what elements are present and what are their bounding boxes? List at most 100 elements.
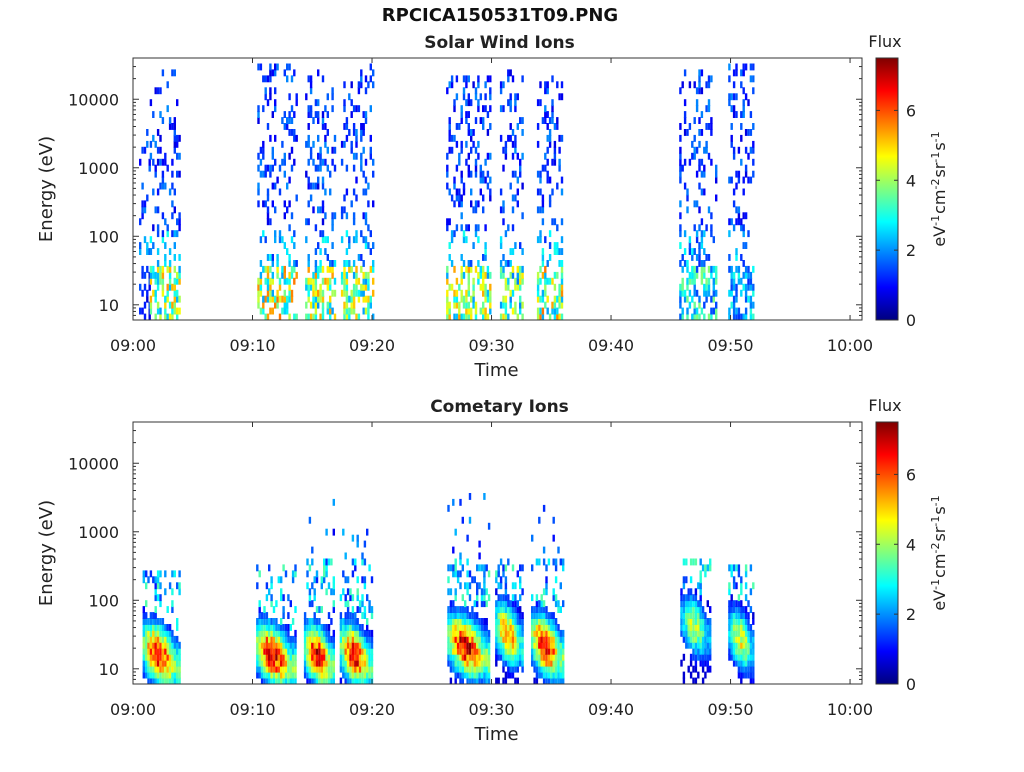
flux-cell (448, 117, 451, 124)
flux-cell (700, 307, 704, 315)
flux-cell (331, 146, 334, 154)
flux-cell (164, 624, 167, 631)
flux-cell (166, 295, 169, 303)
flux-cell (356, 618, 359, 625)
flux-cell (699, 612, 702, 619)
flux-cell (147, 618, 150, 625)
flux-cell (531, 653, 534, 661)
flux-cell (471, 641, 474, 649)
flux-cell (495, 618, 498, 625)
flux-cell (559, 582, 562, 590)
flux-cell (317, 176, 320, 184)
flux-cell (271, 146, 274, 154)
flux-cell (692, 641, 695, 649)
flux-cell (707, 123, 711, 130)
flux-cell (159, 265, 162, 273)
flux-cell (164, 152, 167, 160)
flux-cell (744, 313, 748, 321)
flux-cell (178, 677, 181, 685)
flux-cell (447, 588, 450, 596)
flux-cell (294, 671, 297, 679)
flux-cell (458, 200, 461, 208)
flux-cell (161, 635, 165, 643)
flux-cell (329, 188, 332, 196)
flux-cell (730, 176, 733, 184)
flux-cell (272, 629, 276, 637)
flux-cell (330, 618, 333, 625)
flux-cell (259, 277, 263, 285)
flux-cell (685, 624, 688, 631)
flux-cell (489, 93, 492, 101)
flux-cell (562, 671, 565, 679)
flux-cell (478, 647, 481, 655)
flux-cell (358, 659, 362, 667)
flux-cell (545, 629, 548, 637)
flux-cell (480, 677, 484, 685)
flux-cell (497, 647, 500, 655)
flux-cell (456, 612, 460, 619)
flux-cell (682, 612, 686, 619)
flux-cell (509, 635, 512, 643)
flux-cell (372, 242, 375, 249)
flux-cell (509, 624, 512, 631)
flux-cell (514, 624, 517, 631)
flux-cell (288, 295, 291, 303)
flux-cell (303, 641, 307, 649)
flux-cell (332, 582, 335, 590)
flux-cell (363, 653, 367, 661)
flux-cell (533, 612, 536, 619)
flux-cell (507, 641, 510, 649)
flux-cell (742, 99, 745, 107)
flux-cell (460, 224, 463, 232)
flux-cell (455, 188, 459, 196)
flux-cell (313, 641, 316, 649)
flux-cell (370, 653, 374, 661)
flux-cell (489, 289, 492, 297)
flux-cell (553, 301, 557, 309)
flux-cell (293, 134, 296, 142)
flux-cell (685, 612, 688, 619)
flux-cell (369, 105, 372, 113)
flux-cell (519, 606, 522, 613)
flux-cell (732, 600, 736, 608)
flux-cell (462, 236, 466, 244)
flux-cell (345, 283, 349, 291)
flux-cell (262, 200, 265, 208)
flux-cell (149, 677, 153, 685)
flux-cell (514, 653, 517, 661)
flux-cell (465, 265, 468, 273)
flux-cell (263, 671, 266, 679)
flux-cell (691, 295, 694, 303)
flux-cell (317, 117, 320, 124)
flux-cell (149, 570, 153, 578)
flux-cell (744, 271, 748, 279)
flux-cell (306, 624, 309, 631)
flux-cell (176, 277, 179, 285)
flux-cell (541, 289, 545, 297)
flux-cell (320, 629, 323, 637)
flux-cell (740, 665, 743, 673)
flux-cell (271, 254, 274, 261)
flux-cell (154, 170, 157, 178)
flux-cell (514, 99, 517, 107)
flux-cell (305, 236, 308, 244)
flux-cell (159, 594, 162, 602)
flux-cell (552, 653, 555, 661)
flux-cell (740, 612, 743, 619)
flux-cell (511, 624, 515, 631)
flux-cell (477, 105, 480, 113)
flux-cell (484, 158, 487, 166)
flux-cell (558, 313, 561, 321)
flux-cell (369, 301, 372, 309)
flux-cell (693, 117, 696, 124)
flux-cell (480, 600, 484, 608)
flux-cell (480, 659, 484, 667)
flux-cell (698, 140, 701, 148)
flux-cell (168, 582, 172, 590)
flux-cell (454, 629, 457, 637)
flux-cell (166, 105, 169, 113)
flux-cell (257, 182, 260, 190)
flux-cell (311, 629, 314, 637)
flux-cell (715, 313, 718, 321)
flux-cell (257, 164, 260, 172)
